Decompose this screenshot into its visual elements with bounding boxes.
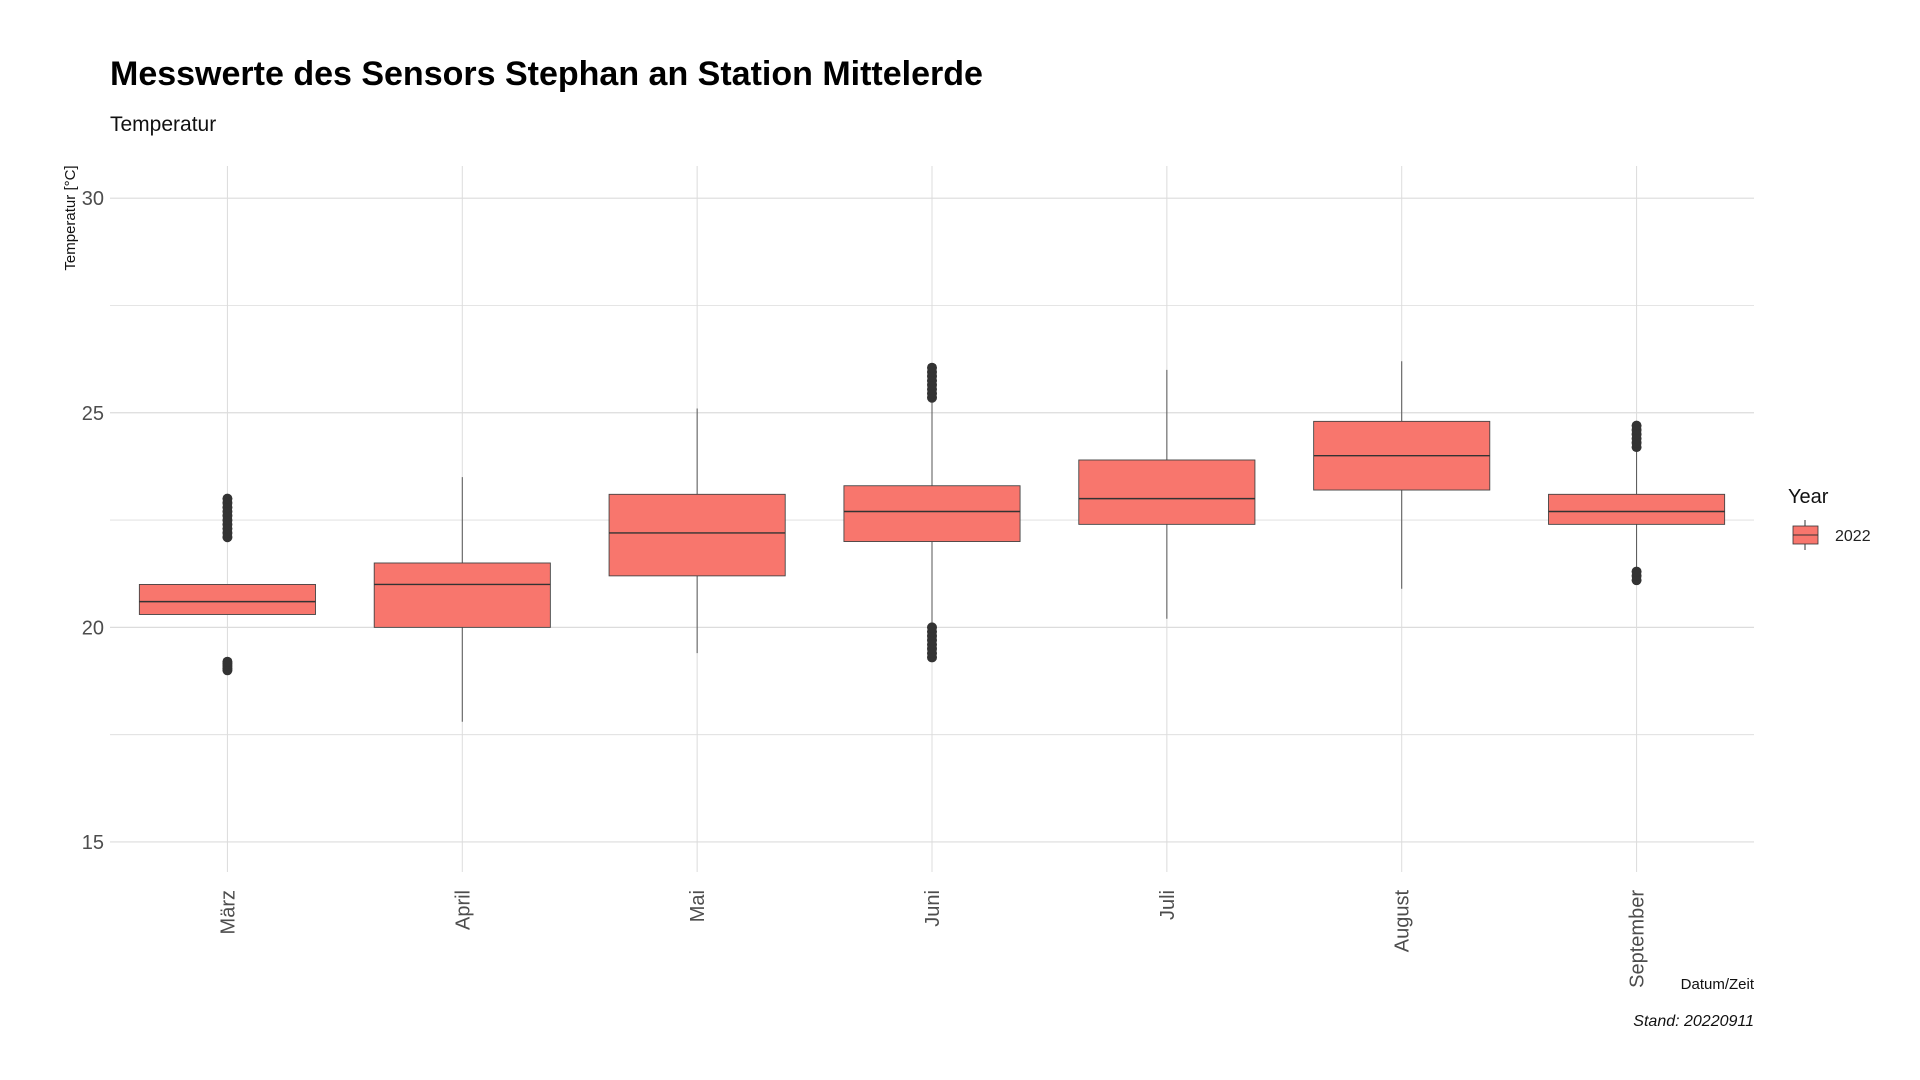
x-tick-labels: März April Mai Juni Juli August September	[217, 890, 1648, 988]
outlier-point	[1631, 420, 1642, 431]
outliers	[222, 362, 1642, 676]
box-iqr	[138, 583, 316, 615]
chart-caption: Stand: 20220911	[1633, 1013, 1754, 1030]
box-iqr	[373, 562, 551, 628]
x-axis-title: Datum/Zeit	[1681, 976, 1755, 993]
outlier-point	[1631, 566, 1642, 577]
box-iqr	[608, 493, 786, 577]
chart-subtitle: Temperatur	[110, 113, 216, 136]
x-tick-label: August	[1392, 890, 1414, 953]
y-axis-title: Temperatur [°C]	[62, 165, 79, 270]
box-iqr	[1548, 493, 1726, 525]
legend-title: Year	[1788, 486, 1829, 508]
outlier-point	[222, 493, 233, 504]
y-tick-label: 30	[82, 188, 104, 210]
y-tick-labels: 15 20 25 30	[82, 188, 104, 854]
box-iqr	[843, 485, 1021, 542]
x-tick-label: Mai	[687, 890, 709, 922]
outlier-point	[927, 362, 937, 373]
x-tick-label: März	[217, 890, 239, 934]
boxes	[138, 420, 1726, 628]
x-tick-label: April	[452, 890, 474, 930]
x-tick-label: Juni	[922, 890, 944, 927]
outlier-point	[222, 656, 233, 667]
x-tick-label: September	[1627, 890, 1649, 988]
legend-label-2022: 2022	[1835, 528, 1871, 545]
y-tick-label: 15	[82, 832, 104, 854]
x-tick-label: Juli	[1157, 890, 1179, 920]
box-iqr	[1078, 459, 1256, 525]
y-tick-label: 25	[82, 403, 104, 425]
legend: Year 2022	[1788, 486, 1871, 550]
chart-title: Messwerte des Sensors Stephan an Station…	[110, 55, 983, 93]
y-tick-label: 20	[82, 617, 104, 639]
outlier-point	[927, 622, 937, 633]
